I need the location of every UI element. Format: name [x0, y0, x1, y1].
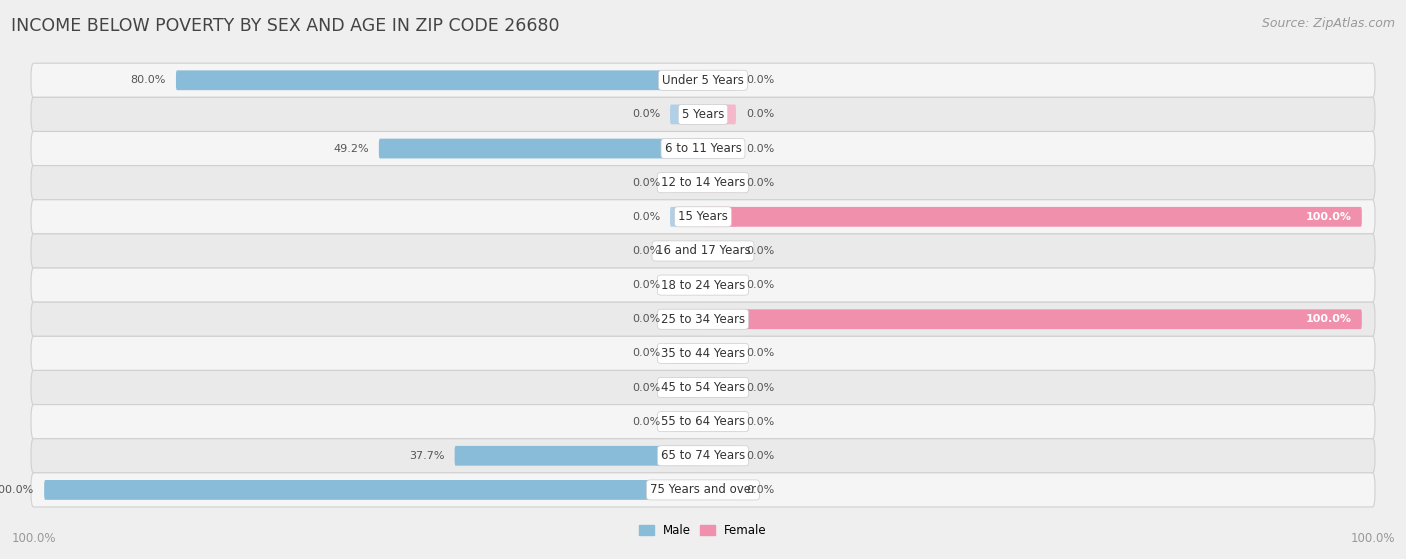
FancyBboxPatch shape [703, 377, 735, 397]
Text: 0.0%: 0.0% [745, 382, 775, 392]
FancyBboxPatch shape [31, 337, 1375, 371]
Text: 0.0%: 0.0% [745, 451, 775, 461]
Text: 100.0%: 100.0% [0, 485, 34, 495]
FancyBboxPatch shape [671, 70, 703, 90]
FancyBboxPatch shape [703, 309, 735, 329]
FancyBboxPatch shape [31, 165, 1375, 200]
FancyBboxPatch shape [671, 173, 703, 193]
Text: 0.0%: 0.0% [631, 348, 661, 358]
FancyBboxPatch shape [31, 97, 1375, 131]
Text: 0.0%: 0.0% [745, 144, 775, 154]
Text: 0.0%: 0.0% [745, 246, 775, 256]
Text: 0.0%: 0.0% [631, 382, 661, 392]
Text: 0.0%: 0.0% [631, 416, 661, 427]
Text: 55 to 64 Years: 55 to 64 Years [661, 415, 745, 428]
Text: 49.2%: 49.2% [333, 144, 368, 154]
Text: 80.0%: 80.0% [131, 75, 166, 86]
Text: 0.0%: 0.0% [631, 178, 661, 188]
FancyBboxPatch shape [671, 139, 703, 158]
FancyBboxPatch shape [454, 446, 703, 466]
FancyBboxPatch shape [31, 405, 1375, 439]
Text: 100.0%: 100.0% [1306, 314, 1353, 324]
FancyBboxPatch shape [671, 207, 703, 227]
FancyBboxPatch shape [44, 480, 703, 500]
FancyBboxPatch shape [671, 105, 703, 124]
Text: 0.0%: 0.0% [745, 280, 775, 290]
Text: Source: ZipAtlas.com: Source: ZipAtlas.com [1261, 17, 1395, 30]
Text: Under 5 Years: Under 5 Years [662, 74, 744, 87]
FancyBboxPatch shape [703, 309, 1362, 329]
Text: 35 to 44 Years: 35 to 44 Years [661, 347, 745, 360]
FancyBboxPatch shape [671, 241, 703, 261]
FancyBboxPatch shape [31, 234, 1375, 268]
Text: 45 to 54 Years: 45 to 54 Years [661, 381, 745, 394]
FancyBboxPatch shape [31, 371, 1375, 405]
Text: 0.0%: 0.0% [631, 314, 661, 324]
Text: 0.0%: 0.0% [631, 246, 661, 256]
Text: 100.0%: 100.0% [1306, 212, 1353, 222]
FancyBboxPatch shape [703, 173, 735, 193]
Text: 0.0%: 0.0% [745, 348, 775, 358]
Text: 0.0%: 0.0% [745, 485, 775, 495]
FancyBboxPatch shape [671, 377, 703, 397]
Text: 0.0%: 0.0% [745, 110, 775, 120]
FancyBboxPatch shape [703, 241, 735, 261]
FancyBboxPatch shape [703, 412, 735, 432]
FancyBboxPatch shape [703, 207, 735, 227]
FancyBboxPatch shape [378, 139, 703, 158]
FancyBboxPatch shape [31, 473, 1375, 507]
Text: 25 to 34 Years: 25 to 34 Years [661, 312, 745, 326]
Text: 75 Years and over: 75 Years and over [650, 484, 756, 496]
Text: 100.0%: 100.0% [1350, 532, 1395, 545]
FancyBboxPatch shape [31, 131, 1375, 165]
FancyBboxPatch shape [31, 268, 1375, 302]
Text: 0.0%: 0.0% [745, 178, 775, 188]
Text: 12 to 14 Years: 12 to 14 Years [661, 176, 745, 189]
Legend: Male, Female: Male, Female [636, 521, 770, 541]
Text: 0.0%: 0.0% [745, 75, 775, 86]
Text: 0.0%: 0.0% [631, 280, 661, 290]
FancyBboxPatch shape [703, 70, 735, 90]
FancyBboxPatch shape [703, 139, 735, 158]
FancyBboxPatch shape [176, 70, 703, 90]
FancyBboxPatch shape [671, 309, 703, 329]
FancyBboxPatch shape [703, 480, 735, 500]
FancyBboxPatch shape [703, 343, 735, 363]
FancyBboxPatch shape [31, 439, 1375, 473]
FancyBboxPatch shape [703, 207, 1362, 227]
Text: 16 and 17 Years: 16 and 17 Years [655, 244, 751, 258]
Text: 6 to 11 Years: 6 to 11 Years [665, 142, 741, 155]
Text: 65 to 74 Years: 65 to 74 Years [661, 449, 745, 462]
Text: INCOME BELOW POVERTY BY SEX AND AGE IN ZIP CODE 26680: INCOME BELOW POVERTY BY SEX AND AGE IN Z… [11, 17, 560, 35]
FancyBboxPatch shape [671, 412, 703, 432]
FancyBboxPatch shape [671, 343, 703, 363]
FancyBboxPatch shape [671, 480, 703, 500]
Text: 37.7%: 37.7% [409, 451, 444, 461]
Text: 15 Years: 15 Years [678, 210, 728, 223]
Text: 100.0%: 100.0% [11, 532, 56, 545]
FancyBboxPatch shape [31, 63, 1375, 97]
Text: 0.0%: 0.0% [631, 212, 661, 222]
Text: 5 Years: 5 Years [682, 108, 724, 121]
Text: 18 to 24 Years: 18 to 24 Years [661, 278, 745, 292]
FancyBboxPatch shape [31, 302, 1375, 337]
FancyBboxPatch shape [671, 275, 703, 295]
Text: 0.0%: 0.0% [631, 110, 661, 120]
FancyBboxPatch shape [671, 446, 703, 466]
Text: 0.0%: 0.0% [745, 416, 775, 427]
FancyBboxPatch shape [703, 446, 735, 466]
FancyBboxPatch shape [703, 105, 735, 124]
FancyBboxPatch shape [31, 200, 1375, 234]
FancyBboxPatch shape [703, 275, 735, 295]
